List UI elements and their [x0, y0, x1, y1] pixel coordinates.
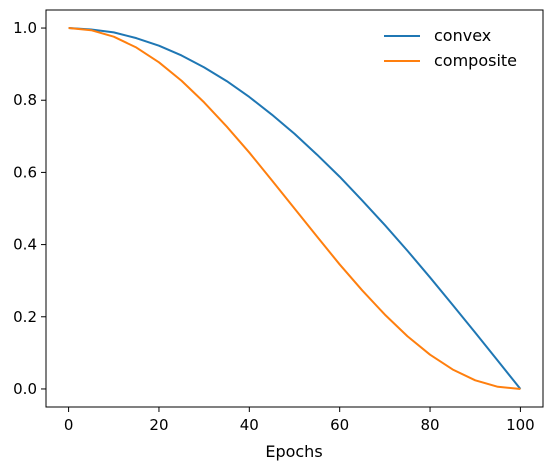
x-tick-label: 40 — [240, 416, 259, 434]
y-axis-ticks: 0.0 0.2 0.4 0.6 0.8 1.0 — [13, 19, 46, 398]
y-tick-label: 1.0 — [13, 19, 37, 37]
x-tick-label: 80 — [420, 416, 439, 434]
y-tick-label: 0.4 — [13, 236, 37, 254]
plot-frame — [45, 9, 544, 408]
y-tick-label: 0.2 — [13, 308, 37, 326]
x-tick-label: 100 — [506, 416, 535, 434]
x-axis-ticks: 0 20 40 60 80 100 — [64, 407, 535, 434]
x-tick-label: 20 — [149, 416, 168, 434]
x-tick-label: 0 — [64, 416, 74, 434]
legend-label-composite: composite — [434, 51, 517, 70]
y-tick-label: 0.0 — [13, 380, 37, 398]
y-tick-label: 0.6 — [13, 163, 37, 181]
x-tick-label: 60 — [330, 416, 349, 434]
y-tick-label: 0.8 — [13, 91, 37, 109]
series-line-composite — [68, 27, 521, 390]
legend-label-convex: convex — [434, 26, 491, 45]
series-lines — [68, 27, 522, 390]
legend: convex composite — [384, 26, 517, 70]
series-line-convex — [68, 27, 522, 390]
x-axis-label: Epochs — [265, 442, 322, 461]
